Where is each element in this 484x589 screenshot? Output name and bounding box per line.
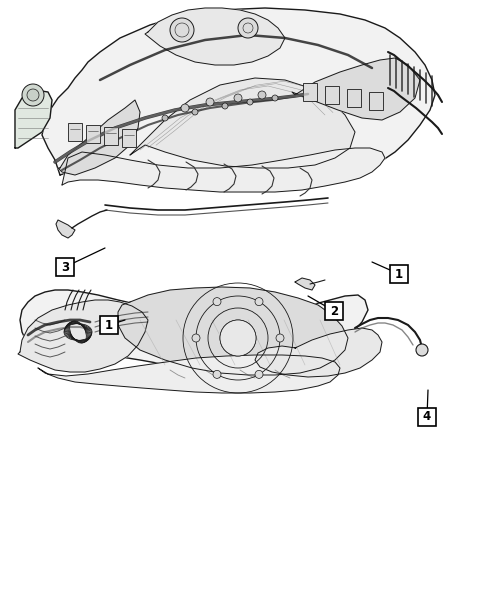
Bar	[368, 92, 382, 110]
FancyBboxPatch shape	[389, 265, 407, 283]
Circle shape	[162, 115, 167, 121]
Polygon shape	[58, 100, 140, 175]
Text: 4: 4	[422, 411, 430, 423]
Bar	[104, 127, 118, 145]
Circle shape	[170, 18, 194, 42]
Circle shape	[257, 91, 265, 99]
Circle shape	[255, 297, 262, 306]
Polygon shape	[118, 287, 348, 375]
Polygon shape	[15, 90, 52, 148]
Text: 1: 1	[394, 267, 402, 280]
Circle shape	[192, 109, 197, 115]
Circle shape	[206, 98, 213, 106]
Polygon shape	[38, 355, 339, 393]
Circle shape	[212, 297, 221, 306]
Bar	[86, 125, 100, 143]
Bar	[68, 123, 82, 141]
Circle shape	[181, 104, 189, 112]
Polygon shape	[255, 328, 381, 377]
Circle shape	[233, 94, 242, 102]
Bar	[346, 89, 360, 107]
Polygon shape	[56, 220, 75, 238]
Polygon shape	[294, 278, 314, 290]
Polygon shape	[130, 78, 354, 168]
Circle shape	[415, 344, 427, 356]
Text: 3: 3	[61, 260, 69, 273]
Circle shape	[192, 334, 199, 342]
Bar	[302, 83, 317, 101]
Circle shape	[246, 99, 253, 105]
FancyBboxPatch shape	[56, 258, 74, 276]
FancyBboxPatch shape	[100, 316, 118, 334]
Circle shape	[255, 370, 262, 378]
Polygon shape	[145, 8, 285, 65]
FancyBboxPatch shape	[324, 302, 342, 320]
Polygon shape	[62, 148, 384, 192]
Polygon shape	[20, 290, 367, 372]
Circle shape	[220, 320, 256, 356]
Circle shape	[272, 95, 277, 101]
Polygon shape	[18, 300, 148, 372]
Circle shape	[238, 18, 257, 38]
Circle shape	[275, 334, 284, 342]
Circle shape	[212, 370, 221, 378]
Bar	[324, 86, 338, 104]
Bar	[122, 129, 136, 147]
Text: 2: 2	[329, 305, 337, 317]
FancyBboxPatch shape	[417, 408, 435, 426]
Circle shape	[22, 84, 44, 106]
Text: 1: 1	[105, 319, 113, 332]
Circle shape	[27, 89, 39, 101]
Polygon shape	[42, 8, 434, 188]
Polygon shape	[291, 58, 419, 120]
Circle shape	[222, 103, 227, 109]
